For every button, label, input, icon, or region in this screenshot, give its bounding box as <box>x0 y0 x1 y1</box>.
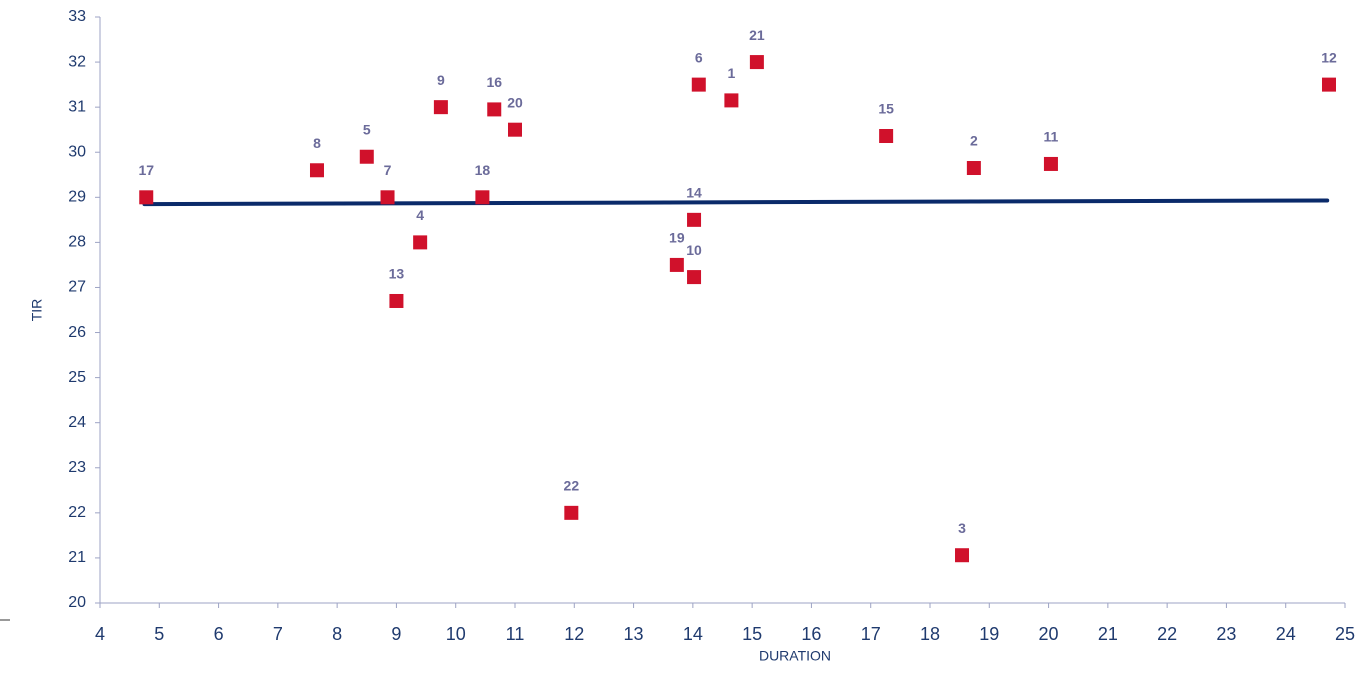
point-label: 12 <box>1321 49 1337 65</box>
x-tick-label: 18 <box>920 624 940 644</box>
x-tick-label: 19 <box>979 624 999 644</box>
point <box>564 505 579 520</box>
x-tick-label: 14 <box>683 624 703 644</box>
x-tick-label: 9 <box>391 624 401 644</box>
x-axis-title: DURATION <box>759 648 831 664</box>
x-tick-label: 24 <box>1276 624 1296 644</box>
point <box>687 212 702 227</box>
x-tick-label: 15 <box>742 624 762 644</box>
point <box>139 190 154 205</box>
point <box>749 55 764 70</box>
point-label: 17 <box>138 162 154 178</box>
y-tick-label: 33 <box>68 8 86 25</box>
point <box>687 270 702 285</box>
point-label: 20 <box>507 94 523 110</box>
x-tick-label: 13 <box>624 624 644 644</box>
y-axis-title: TIR <box>29 299 45 322</box>
point-label: 2 <box>970 133 978 149</box>
point <box>359 149 374 164</box>
point <box>433 100 448 115</box>
y-tick-label: 29 <box>68 189 86 206</box>
point-label: 21 <box>749 27 765 43</box>
point <box>691 77 706 92</box>
point-label: 15 <box>878 101 894 117</box>
point <box>724 93 739 108</box>
point <box>475 190 490 205</box>
point-label: 19 <box>669 230 685 246</box>
point <box>508 122 522 137</box>
y-tick-label: 24 <box>68 414 86 431</box>
point-label: 22 <box>564 478 580 494</box>
point <box>413 235 428 250</box>
point-label: 1 <box>727 65 735 81</box>
point <box>669 257 684 272</box>
point <box>309 163 324 178</box>
x-tick-label: 22 <box>1157 624 1177 644</box>
x-tick-label: 4 <box>95 624 105 644</box>
point-label: 9 <box>437 72 445 88</box>
point <box>1321 77 1336 92</box>
y-tick-label: 26 <box>68 324 86 341</box>
point-label: 14 <box>686 185 702 201</box>
point-label: 8 <box>313 135 321 151</box>
point-label: 4 <box>416 207 424 223</box>
point <box>487 102 502 117</box>
y-tick-label: 28 <box>68 234 86 251</box>
point-label: 5 <box>363 121 371 137</box>
x-tick-label: 12 <box>564 624 584 644</box>
point <box>380 190 395 205</box>
x-tick-label: 21 <box>1098 624 1118 644</box>
point-label: 10 <box>686 242 702 258</box>
x-tick-label: 5 <box>154 624 164 644</box>
point <box>966 161 981 176</box>
point <box>389 293 404 308</box>
x-tick-label: 10 <box>446 624 466 644</box>
y-tick-label: 25 <box>68 369 86 386</box>
y-tick-label: 31 <box>68 98 86 115</box>
x-tick-label: 17 <box>861 624 881 644</box>
y-tick-label: 27 <box>68 279 86 296</box>
y-tick-label: 32 <box>68 53 86 70</box>
x-tick-label: 23 <box>1216 624 1236 644</box>
point-label: 6 <box>695 49 703 65</box>
point-label: 11 <box>1044 129 1059 145</box>
x-tick-label: 6 <box>214 624 224 644</box>
trend-line <box>142 198 1330 207</box>
x-tick-label: 16 <box>801 624 821 644</box>
point-label: 7 <box>384 162 392 178</box>
x-tick-label: 8 <box>332 624 342 644</box>
x-tick-label: 7 <box>273 624 283 644</box>
y-tick-label: 30 <box>68 143 86 160</box>
point-label: 13 <box>389 266 405 282</box>
x-tick-label: 11 <box>506 624 525 644</box>
point-label: 18 <box>475 162 491 178</box>
y-tick-label: 22 <box>68 504 86 521</box>
y-tick-label: 23 <box>68 459 86 476</box>
point <box>879 129 894 144</box>
point <box>1043 156 1058 171</box>
y-tick-label: 20 <box>68 594 86 611</box>
x-tick-label: 25 <box>1335 624 1355 644</box>
point <box>955 548 970 563</box>
y-tick-label: 21 <box>68 549 86 566</box>
x-tick-label: 20 <box>1039 624 1059 644</box>
point-label: 16 <box>486 74 502 90</box>
point-label: 3 <box>958 520 966 536</box>
